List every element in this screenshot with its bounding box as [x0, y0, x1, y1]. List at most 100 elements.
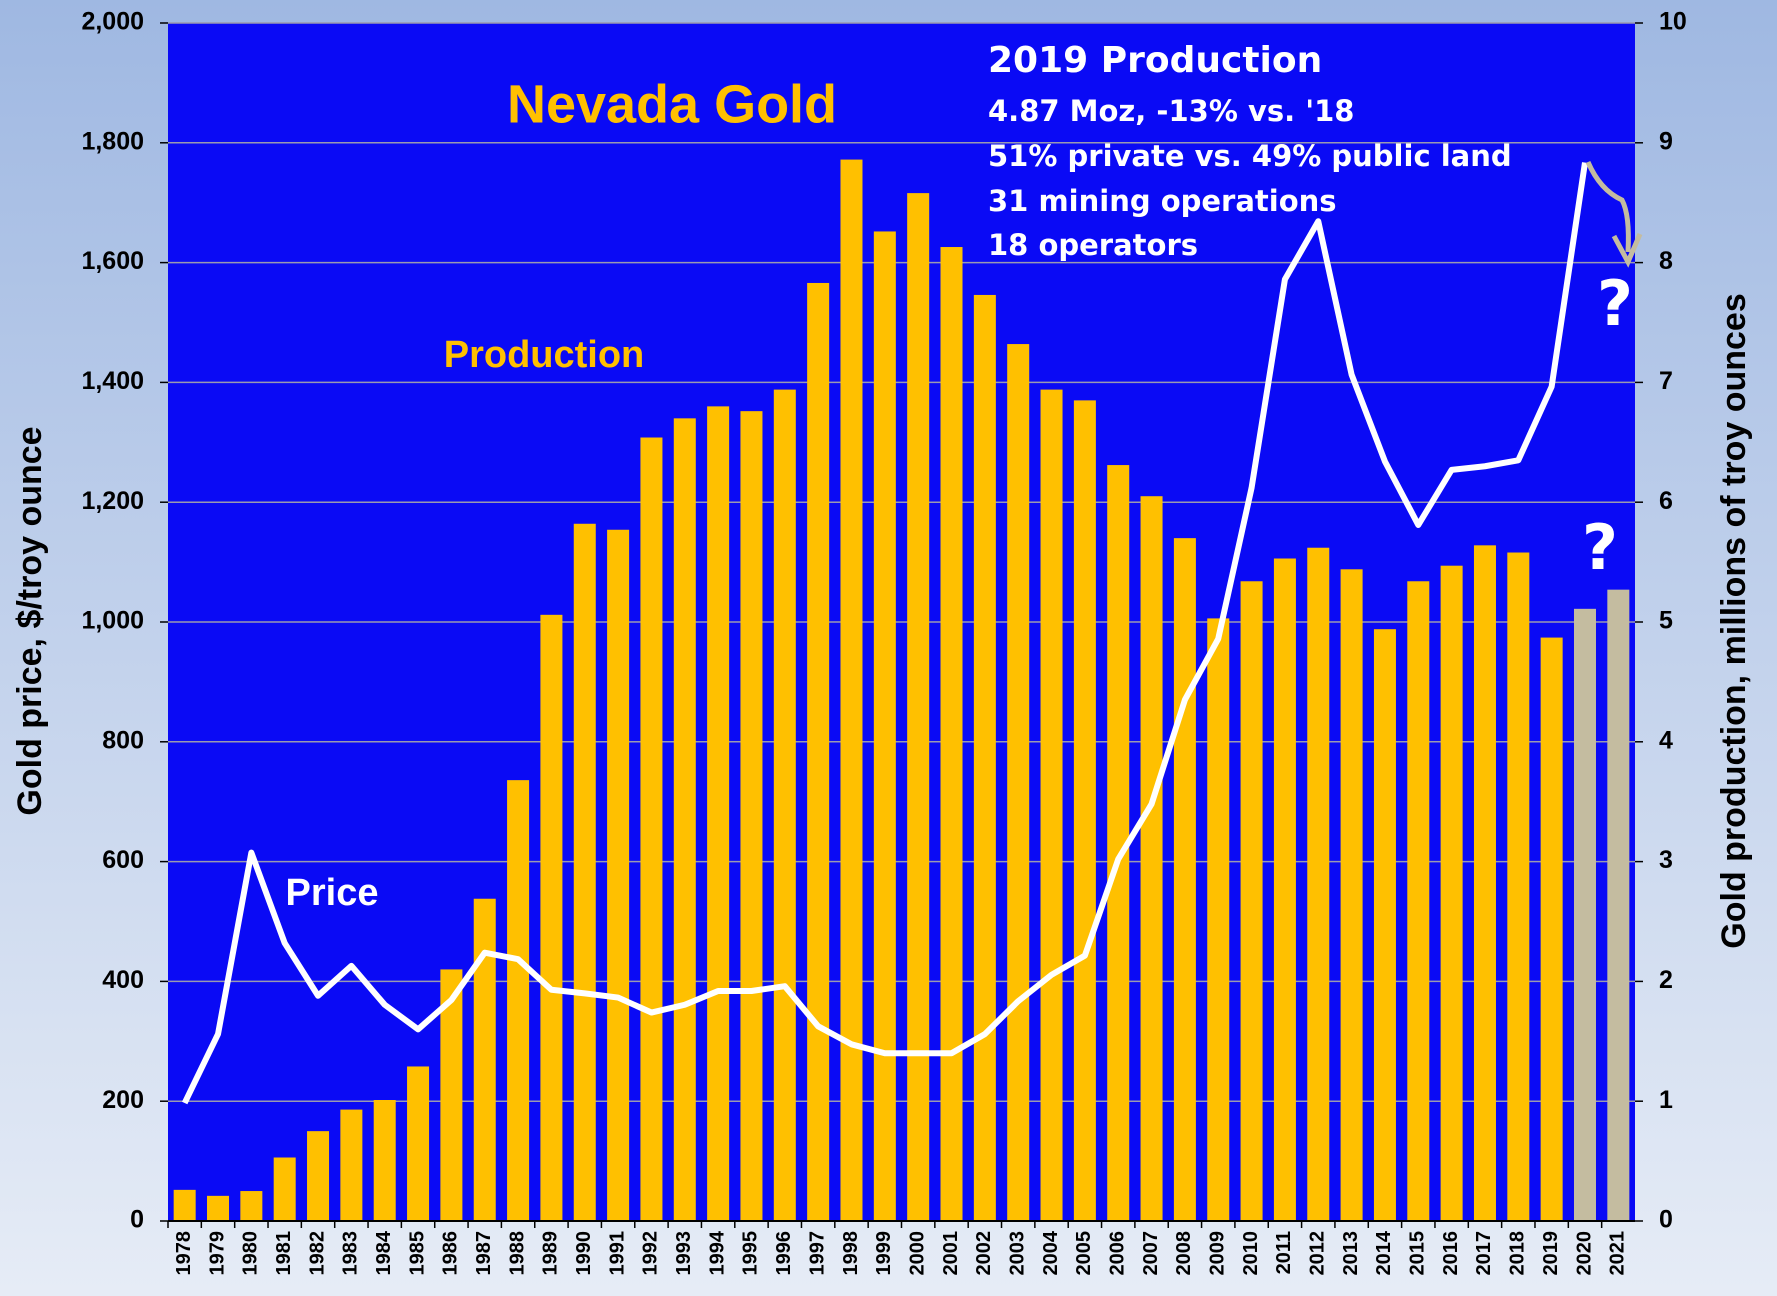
- x-tick-label: 1991: [606, 1231, 628, 1276]
- annotation: 4.87 Moz, -13% vs. '18: [988, 94, 1354, 128]
- bar: [840, 159, 863, 1221]
- x-tick-label: 1982: [306, 1231, 328, 1276]
- y2-tick-label: 0: [1659, 1206, 1673, 1234]
- y2-tick-label: 10: [1659, 8, 1687, 36]
- x-tick-label: 1992: [640, 1231, 662, 1276]
- y2-tick-label: 2: [1659, 966, 1673, 994]
- x-tick-label: 2003: [1006, 1231, 1028, 1276]
- x-tick-label: 2001: [940, 1231, 962, 1276]
- bar: [1540, 637, 1563, 1221]
- x-tick-label: 1989: [540, 1231, 562, 1276]
- x-tick-label: 2016: [1440, 1231, 1462, 1276]
- bar: [807, 282, 830, 1221]
- bar: [673, 418, 696, 1222]
- bar: [240, 1191, 263, 1221]
- y-tick-label: 1,800: [81, 127, 144, 155]
- chart-title: Nevada Gold: [507, 74, 837, 134]
- x-tick-label: 2020: [1573, 1231, 1595, 1276]
- x-tick-label: 1988: [506, 1231, 528, 1276]
- x-tick-label: 2010: [1240, 1231, 1262, 1276]
- y2-tick-label: 9: [1659, 127, 1673, 155]
- y-tick-label: 1,400: [81, 367, 144, 395]
- x-tick-label: 2017: [1473, 1231, 1495, 1276]
- y-axis-title: Gold price, $/troy ounce: [11, 426, 49, 815]
- y-tick-label: 800: [102, 726, 144, 754]
- bar: [1240, 581, 1263, 1221]
- bar: [1207, 618, 1230, 1221]
- annotation: ?: [1582, 511, 1618, 584]
- bar: [340, 1109, 363, 1221]
- arrow: [1585, 160, 1631, 253]
- x-tick-label: 1986: [440, 1231, 462, 1276]
- x-tick-label: 1979: [206, 1231, 228, 1276]
- bar: [1573, 608, 1596, 1221]
- bar: [307, 1131, 330, 1221]
- bar: [1007, 344, 1030, 1222]
- annotation: 18 operators: [988, 228, 1198, 262]
- bar: [1373, 629, 1396, 1221]
- x-tick-label: 2006: [1106, 1231, 1128, 1276]
- x-tick-label: 2015: [1407, 1231, 1429, 1276]
- bar: [540, 614, 563, 1221]
- y-tick-label: 1,200: [81, 487, 144, 515]
- x-tick-label: 1985: [406, 1231, 428, 1276]
- bar: [640, 437, 663, 1221]
- bar: [907, 193, 930, 1222]
- x-tick-label: 1999: [873, 1231, 895, 1276]
- x-tick-label: 2013: [1340, 1231, 1362, 1276]
- bar: [207, 1195, 230, 1221]
- x-tick-label: 2011: [1273, 1231, 1295, 1274]
- y-tick-label: 600: [102, 846, 144, 874]
- x-tick-label: 2019: [1540, 1231, 1562, 1276]
- annotation: 31 mining operations: [988, 184, 1337, 218]
- x-tick-label: 1995: [740, 1231, 762, 1276]
- x-tick-label: 2008: [1173, 1231, 1195, 1276]
- bar: [1073, 400, 1096, 1221]
- bar: [1173, 538, 1196, 1221]
- y2-tick-label: 7: [1659, 367, 1673, 395]
- bar: [1040, 389, 1063, 1221]
- bar: [1307, 547, 1330, 1221]
- x-tick-label: 2002: [973, 1231, 995, 1276]
- x-tick-label: 2018: [1507, 1231, 1529, 1276]
- x-tick-label: 1993: [673, 1231, 695, 1276]
- bar: [607, 529, 630, 1221]
- x-tick-label: 2005: [1073, 1231, 1095, 1276]
- x-tick-label: 2012: [1307, 1231, 1329, 1276]
- annotation: 51% private vs. 49% public land: [988, 139, 1512, 173]
- x-tick-label: 2009: [1207, 1231, 1229, 1276]
- series-label: Production: [444, 334, 645, 376]
- x-tick-label: 1998: [840, 1231, 862, 1276]
- y-tick-label: 200: [102, 1086, 144, 1114]
- line: [181, 162, 1588, 1105]
- bar: [1507, 552, 1530, 1221]
- x-tick-label: 2000: [906, 1231, 928, 1276]
- bar: [373, 1100, 396, 1221]
- x-tick-label: 2007: [1140, 1231, 1162, 1276]
- x-tick-label: 2004: [1040, 1230, 1062, 1275]
- bar: [1473, 545, 1496, 1221]
- y-tick-label: 1,600: [81, 247, 144, 275]
- annotation: 2019 Production: [988, 40, 1322, 81]
- x-tick-label: 1996: [773, 1231, 795, 1276]
- bar: [573, 523, 596, 1221]
- y-tick-label: 0: [130, 1206, 144, 1234]
- y2-tick-label: 3: [1659, 846, 1673, 874]
- bar: [740, 411, 763, 1222]
- series-label: Price: [286, 872, 379, 914]
- bar: [273, 1157, 296, 1221]
- bar: [1440, 565, 1463, 1221]
- x-tick-label: 1990: [573, 1231, 595, 1276]
- x-tick-label: 1987: [473, 1231, 495, 1276]
- x-tick-label: 1978: [173, 1231, 195, 1276]
- y-tick-label: 2,000: [81, 8, 144, 36]
- bar: [173, 1189, 196, 1221]
- bar: [440, 969, 463, 1221]
- x-tick-label: 1980: [240, 1231, 262, 1276]
- x-tick-label: 1983: [340, 1231, 362, 1276]
- bar: [873, 231, 896, 1221]
- y2-axis-title: Gold production, millions of troy ounces: [1715, 293, 1753, 948]
- x-tick-label: 1997: [806, 1231, 828, 1276]
